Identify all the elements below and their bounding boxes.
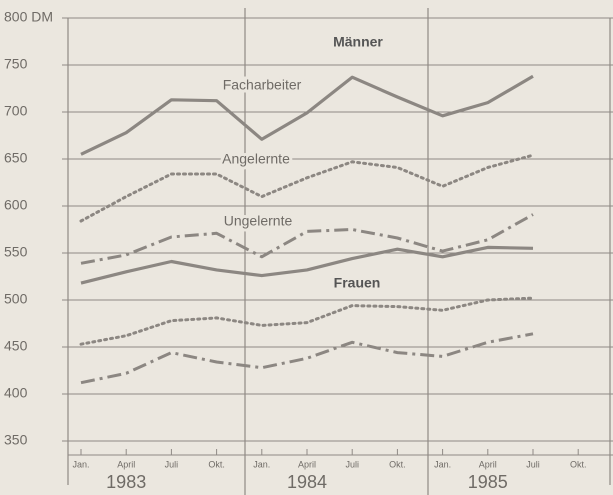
data-line xyxy=(79,153,535,223)
year-label: 1985 xyxy=(468,472,508,492)
x-tick-label: Jan. xyxy=(434,459,451,469)
x-tick-label: Jan. xyxy=(253,459,270,469)
annotation: Angelernte xyxy=(222,151,290,167)
y-tick-label: 600 xyxy=(4,197,28,213)
data-line xyxy=(80,213,534,265)
x-tick-label: Okt. xyxy=(570,459,587,469)
x-tick-label: Juli xyxy=(526,459,540,469)
annotation: Ungelernte xyxy=(224,213,293,229)
y-tick-label: 500 xyxy=(4,291,28,307)
y-tick-label: 800 DM xyxy=(4,9,53,25)
x-tick-label: April xyxy=(479,459,497,469)
data-line xyxy=(80,332,534,385)
y-tick-label: 550 xyxy=(4,244,28,260)
annotation: Männer xyxy=(333,34,383,50)
x-tick-label: April xyxy=(117,459,135,469)
y-tick-label: 350 xyxy=(4,432,28,448)
x-tick-label: April xyxy=(298,459,316,469)
y-tick-label: 750 xyxy=(4,56,28,72)
y-tick-label: 450 xyxy=(4,338,28,354)
y-tick-label: 400 xyxy=(4,385,28,401)
data-line xyxy=(80,245,534,285)
year-label: 1983 xyxy=(106,472,146,492)
data-line xyxy=(80,74,534,156)
year-label: 1984 xyxy=(287,472,327,492)
x-tick-label: Jan. xyxy=(72,459,89,469)
x-tick-label: Juli xyxy=(165,459,179,469)
y-tick-label: 650 xyxy=(4,150,28,166)
x-tick-label: Okt. xyxy=(389,459,406,469)
annotation: Facharbeiter xyxy=(223,77,302,93)
x-tick-label: Okt. xyxy=(208,459,225,469)
data-line xyxy=(79,296,535,346)
x-tick-label: Juli xyxy=(345,459,359,469)
annotation: Frauen xyxy=(334,275,381,291)
y-tick-label: 700 xyxy=(4,103,28,119)
